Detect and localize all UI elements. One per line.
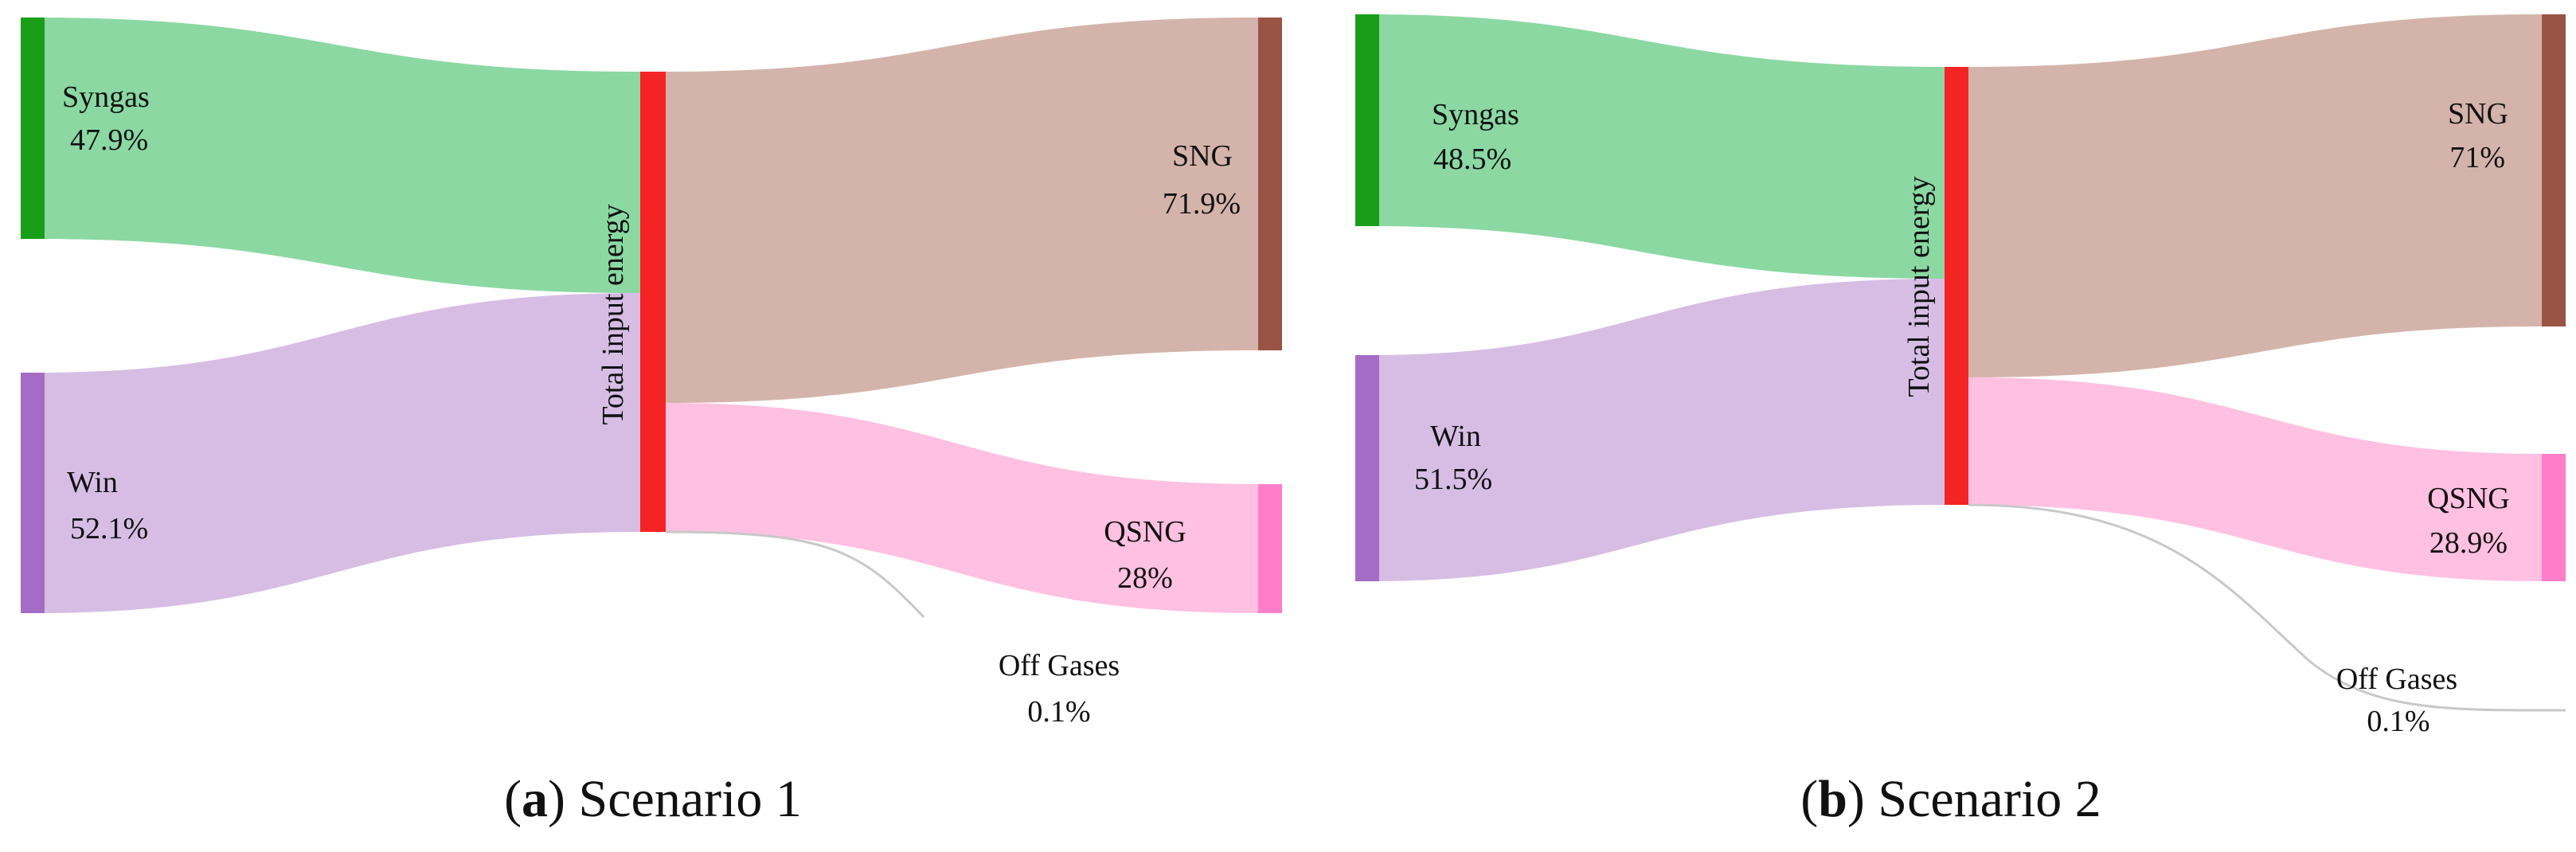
win-value-label: 52.1% [70,512,148,545]
node-qsng-bar [2542,454,2566,581]
syngas-name-label: Syngas [62,80,150,114]
total-input-label: Total input energy [596,204,630,424]
qsng-value-label: 28% [1117,561,1173,595]
qsng-value-label: 28.9% [2429,526,2508,560]
link-win-to-total [35,293,640,613]
panel-a: Syngas 47.9% Win 52.1% Total input energ… [21,18,1282,828]
link-total-to-sng [666,18,1258,403]
sng-name-label: SNG [1172,139,1233,173]
link-win-to-total [1368,279,1945,581]
link-total-to-qsng [666,403,1258,613]
node-sng-bar [2542,14,2566,326]
win-name-label: Win [1430,420,1481,453]
node-win-bar [21,373,45,613]
caption-a-text: Scenario 1 [579,770,802,828]
qsng-name-label: QSNG [1104,515,1186,549]
sng-value-label: 71.9% [1163,187,1241,221]
link-total-to-offgases [665,530,925,619]
node-sng-bar [1258,18,1282,350]
node-total-bar [1945,67,1968,505]
node-win-bar [1355,355,1379,581]
link-syngas-to-total [35,18,640,293]
offgases-name-label: Off Gases [999,649,1120,682]
qsng-name-label: QSNG [2427,482,2509,515]
caption-b-letter: b [1818,770,1847,828]
offgases-value-label: 0.1% [2367,705,2429,738]
link-total-to-offgases [1968,503,2566,712]
caption-a-letter: a [522,770,548,828]
node-total-bar [640,72,666,532]
link-syngas-to-total [1368,14,1945,279]
caption-a: (a) Scenario 1 [504,770,802,828]
total-input-label: Total input energy [1902,176,1936,397]
offgases-value-label: 0.1% [1027,695,1090,729]
syngas-value-label: 48.5% [1433,143,1511,176]
caption-b: (b) Scenario 2 [1800,770,2101,828]
panel-b: Syngas 48.5% Win 51.5% Total input energ… [1355,14,2566,828]
link-total-to-sng [1968,14,2542,377]
node-syngas-bar [21,18,45,239]
offgases-name-label: Off Gases [2336,662,2457,696]
win-name-label: Win [67,466,118,499]
sng-name-label: SNG [2448,97,2508,131]
node-syngas-bar [1355,14,1379,226]
syngas-value-label: 47.9% [70,123,148,157]
syngas-name-label: Syngas [1432,98,1519,131]
link-total-to-qsng [1968,377,2542,581]
caption-b-text: Scenario 2 [1878,770,2101,828]
win-value-label: 51.5% [1414,463,1492,496]
sng-value-label: 71% [2449,141,2505,174]
node-qsng-bar [1258,484,1282,613]
